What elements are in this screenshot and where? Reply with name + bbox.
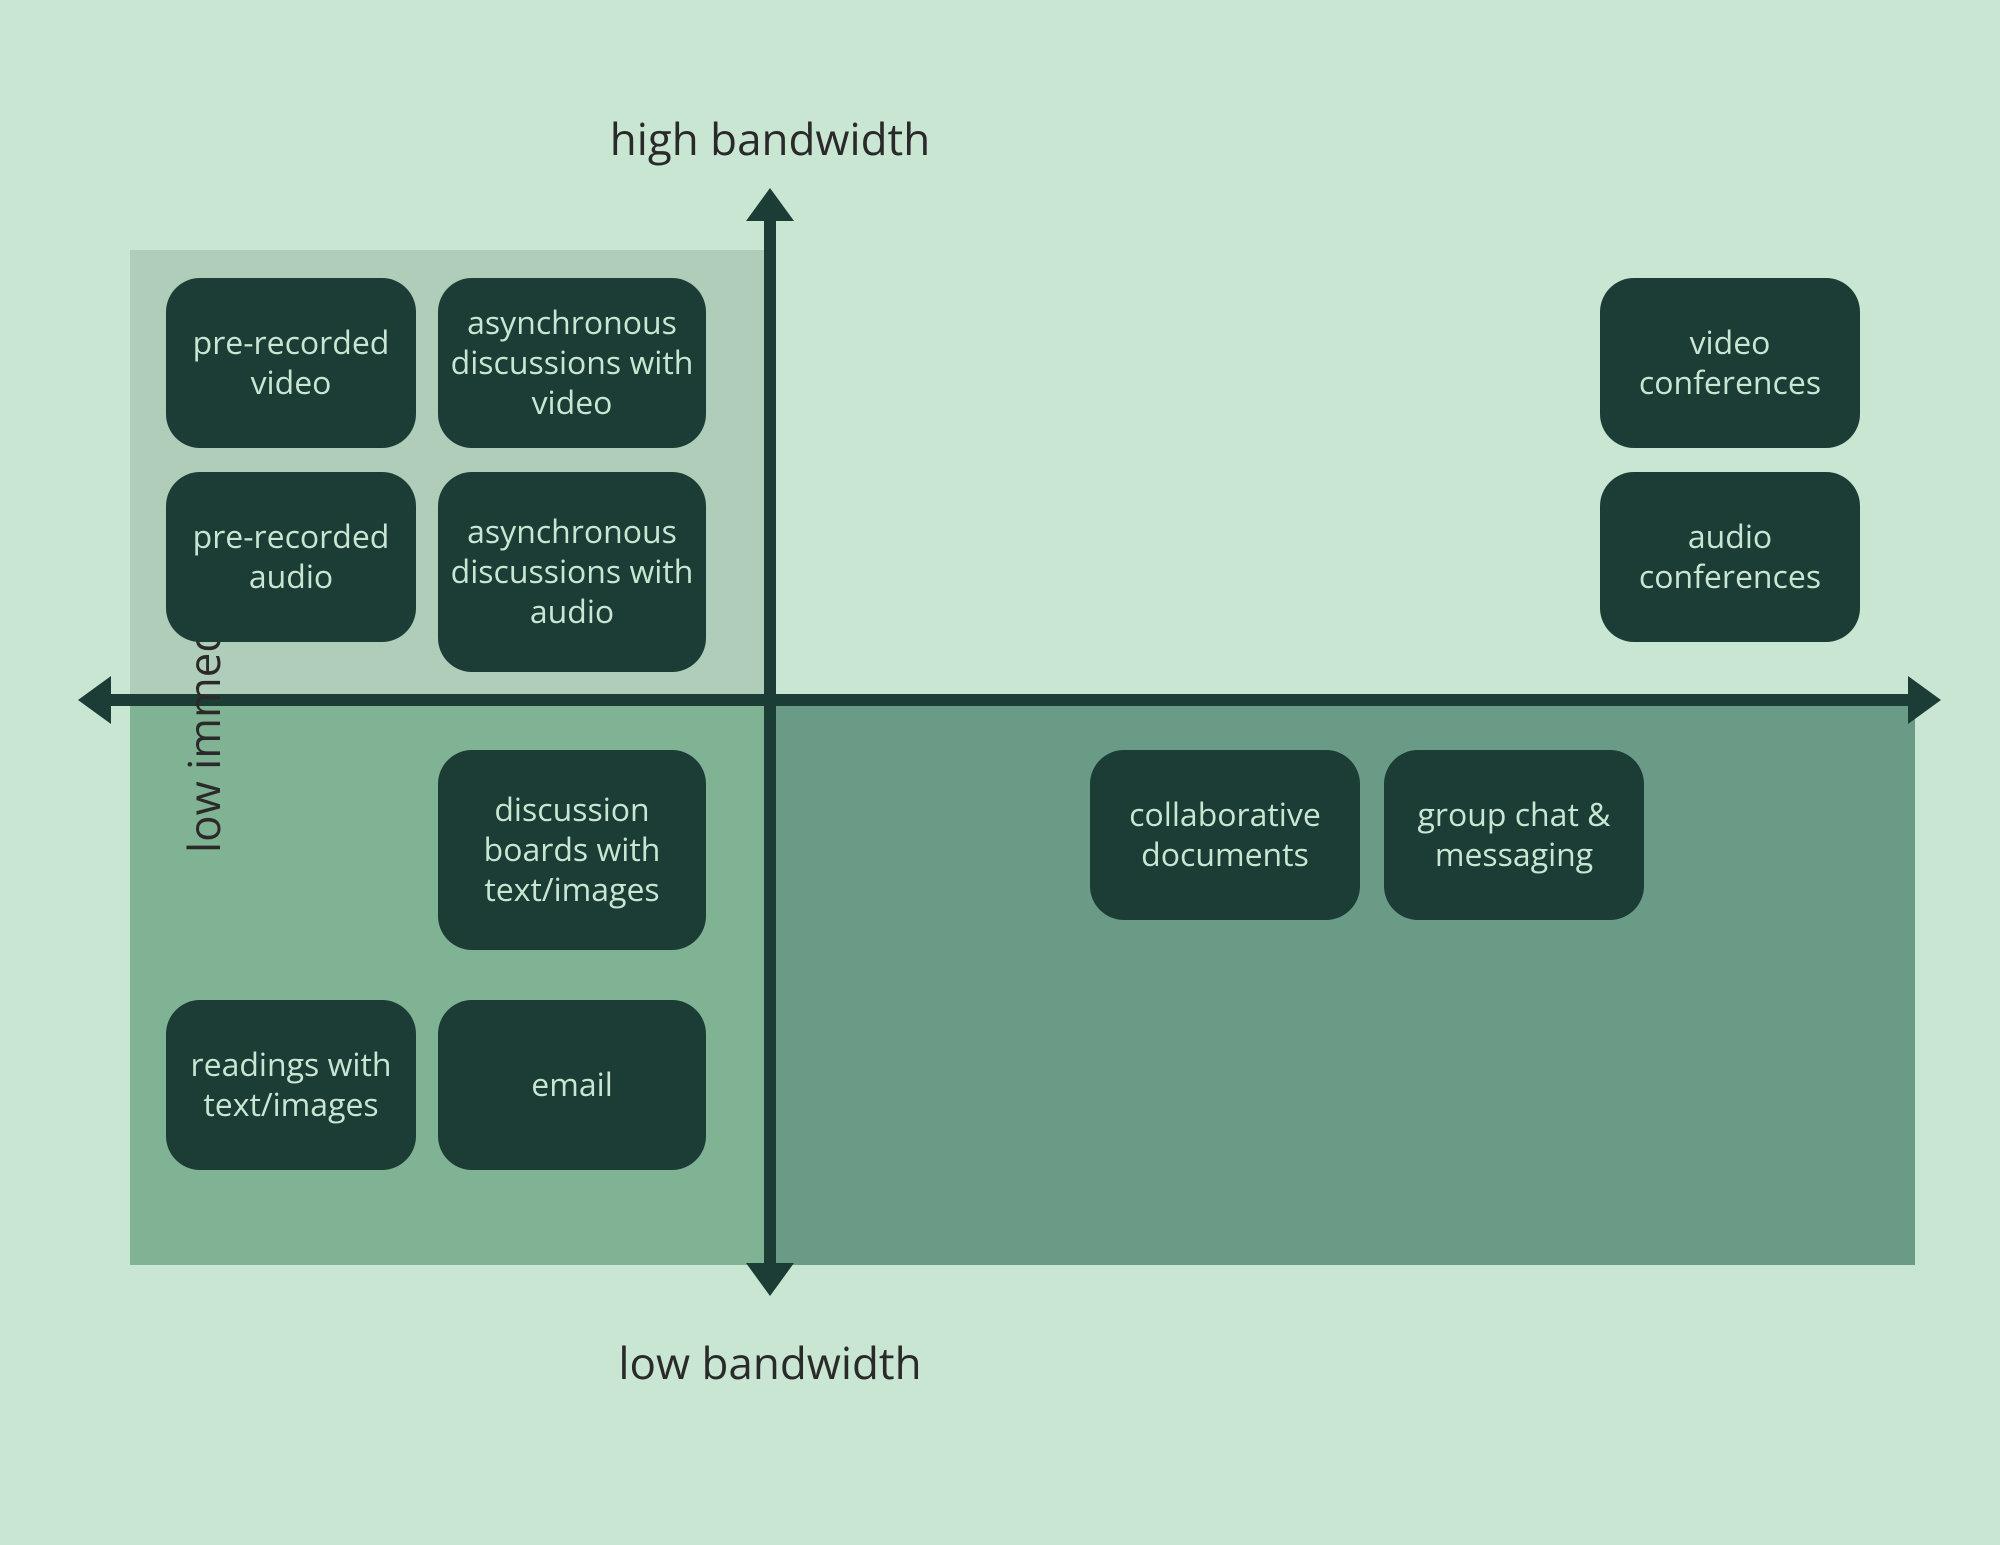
node-discussion-boards: discussion boards with text/images [438, 750, 706, 950]
x-axis-line [90, 694, 1930, 706]
arrowhead-left-icon [78, 676, 111, 724]
axis-label-top: high bandwidth [610, 108, 930, 168]
node-collab-docs: collaborative documents [1090, 750, 1360, 920]
node-async-audio: asynchronous discussions with audio [438, 472, 706, 672]
node-async-video: asynchronous discussions with video [438, 278, 706, 448]
node-group-chat: group chat & messaging [1384, 750, 1644, 920]
node-email: email [438, 1000, 706, 1170]
node-pre-recorded-video: pre-recorded video [166, 278, 416, 448]
quadrant-diagram: high bandwidth low bandwidth low immedia… [0, 0, 2000, 1545]
node-readings: readings with text/images [166, 1000, 416, 1170]
axis-label-bottom: low bandwidth [618, 1332, 921, 1392]
y-axis-line [764, 200, 776, 1285]
arrowhead-up-icon [746, 188, 794, 221]
node-pre-recorded-audio: pre-recorded audio [166, 472, 416, 642]
node-video-conferences: video conferences [1600, 278, 1860, 448]
arrowhead-right-icon [1908, 676, 1941, 724]
node-audio-conferences: audio conferences [1600, 472, 1860, 642]
arrowhead-down-icon [746, 1263, 794, 1296]
